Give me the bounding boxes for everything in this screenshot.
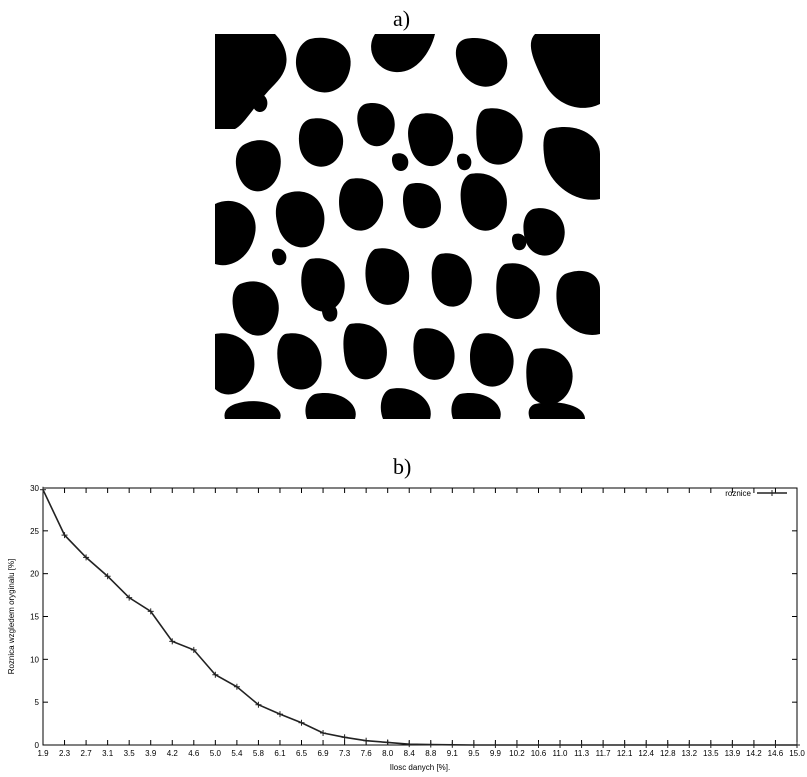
panel-a-label: a)	[393, 6, 411, 31]
data-point	[276, 711, 283, 718]
legend: roznice	[725, 489, 787, 498]
x-tick-label: 14.2	[746, 749, 762, 758]
data-point	[406, 741, 413, 748]
data-point	[212, 671, 219, 678]
y-tick-label: 25	[30, 527, 39, 536]
data-point	[621, 742, 628, 748]
difference-line-chart: 0 5 10 15 20 25 30 1.9 2.3 2.7 3.1 3.5 3.9 4.2 4.6 5.0…	[7, 484, 805, 772]
data-point	[190, 646, 197, 653]
data-point	[707, 742, 714, 748]
x-tick-label: 8.8	[425, 749, 437, 758]
x-tick-label: 8.4	[404, 749, 416, 758]
data-point	[40, 486, 46, 493]
data-point	[664, 742, 671, 748]
x-tick-label: 13.9	[725, 749, 741, 758]
x-tick-label: 3.1	[102, 749, 114, 758]
x-tick-label: 5.0	[210, 749, 222, 758]
x-tick-label: 12.8	[660, 749, 676, 758]
x-tick-label: 4.2	[167, 749, 179, 758]
x-tick-label: 2.7	[81, 749, 93, 758]
data-point	[492, 742, 499, 748]
x-tick-label: 7.3	[339, 749, 351, 758]
x-tick-label: 12.4	[638, 749, 654, 758]
data-point	[643, 742, 650, 748]
x-tick-label: 6.5	[296, 749, 308, 758]
data-point	[578, 742, 585, 748]
x-tick-label: 13.5	[703, 749, 719, 758]
y-tick-label: 10	[30, 655, 39, 664]
y-tick-label: 15	[30, 613, 39, 622]
data-point	[750, 742, 757, 748]
x-tick-label: 7.6	[361, 749, 373, 758]
data-point	[427, 741, 434, 748]
data-point	[470, 742, 477, 748]
x-tick-label: 11.3	[574, 749, 590, 758]
y-tick-label: 5	[35, 698, 40, 707]
plot-area-frame	[42, 487, 798, 746]
data-point	[557, 742, 564, 748]
data-point	[169, 638, 176, 645]
x-axis-title: Ilosc danych [%].	[390, 763, 450, 772]
data-point	[341, 734, 348, 741]
x-tick-label: 6.9	[317, 749, 329, 758]
x-axis-ticks: 1.9 2.3 2.7 3.1 3.5 3.9 4.2 4.6 5.0 5.4 5.8 6.1 6.5 6…	[37, 488, 805, 758]
y-axis-ticks: 0 5 10 15 20 25 30	[30, 484, 797, 750]
data-point	[320, 730, 327, 737]
data-point	[126, 594, 133, 601]
data-point	[686, 742, 693, 748]
x-tick-label: 5.8	[253, 749, 265, 758]
x-tick-label: 9.1	[447, 749, 459, 758]
x-tick-label: 15.0	[789, 749, 805, 758]
data-point	[61, 532, 68, 539]
x-tick-label: 11.7	[596, 749, 612, 758]
x-tick-label: 10.2	[509, 749, 525, 758]
data-point	[384, 739, 391, 746]
x-tick-label: 6.1	[274, 749, 286, 758]
y-axis-title: Roznica wzgledem oryginalu [%]	[7, 559, 16, 675]
binary-blob-image	[215, 34, 600, 419]
data-point	[104, 573, 111, 580]
x-tick-label: 13.2	[681, 749, 697, 758]
x-tick-label: 11.0	[553, 749, 569, 758]
x-tick-label: 5.4	[231, 749, 243, 758]
x-tick-label: 3.5	[124, 749, 136, 758]
series-roznice	[40, 486, 800, 748]
data-point	[233, 683, 240, 690]
plot-border	[42, 487, 798, 746]
data-point	[147, 608, 154, 615]
data-point	[255, 701, 262, 708]
data-point	[600, 742, 607, 748]
data-point	[449, 741, 456, 748]
data-point	[83, 554, 90, 561]
data-point	[729, 742, 736, 748]
data-point	[513, 742, 520, 748]
data-point	[535, 742, 542, 748]
data-point	[363, 737, 370, 744]
data-point	[794, 742, 800, 748]
x-tick-label: 4.6	[188, 749, 200, 758]
x-tick-label: 12.1	[617, 749, 633, 758]
x-tick-label: 10.6	[531, 749, 547, 758]
x-tick-label: 8.0	[382, 749, 394, 758]
data-point	[298, 719, 305, 726]
x-tick-label: 14.6	[768, 749, 784, 758]
x-tick-label: 3.9	[145, 749, 157, 758]
y-tick-label: 0	[35, 741, 40, 750]
legend-label: roznice	[725, 489, 751, 498]
series-line	[42, 489, 797, 746]
x-tick-label: 9.5	[468, 749, 480, 758]
x-tick-label: 1.9	[37, 749, 49, 758]
panel-b-label: b)	[393, 454, 412, 479]
data-point	[772, 742, 779, 748]
y-tick-label: 30	[30, 484, 39, 493]
x-tick-label: 2.3	[59, 749, 71, 758]
y-tick-label: 20	[30, 570, 39, 579]
x-tick-label: 9.9	[490, 749, 502, 758]
